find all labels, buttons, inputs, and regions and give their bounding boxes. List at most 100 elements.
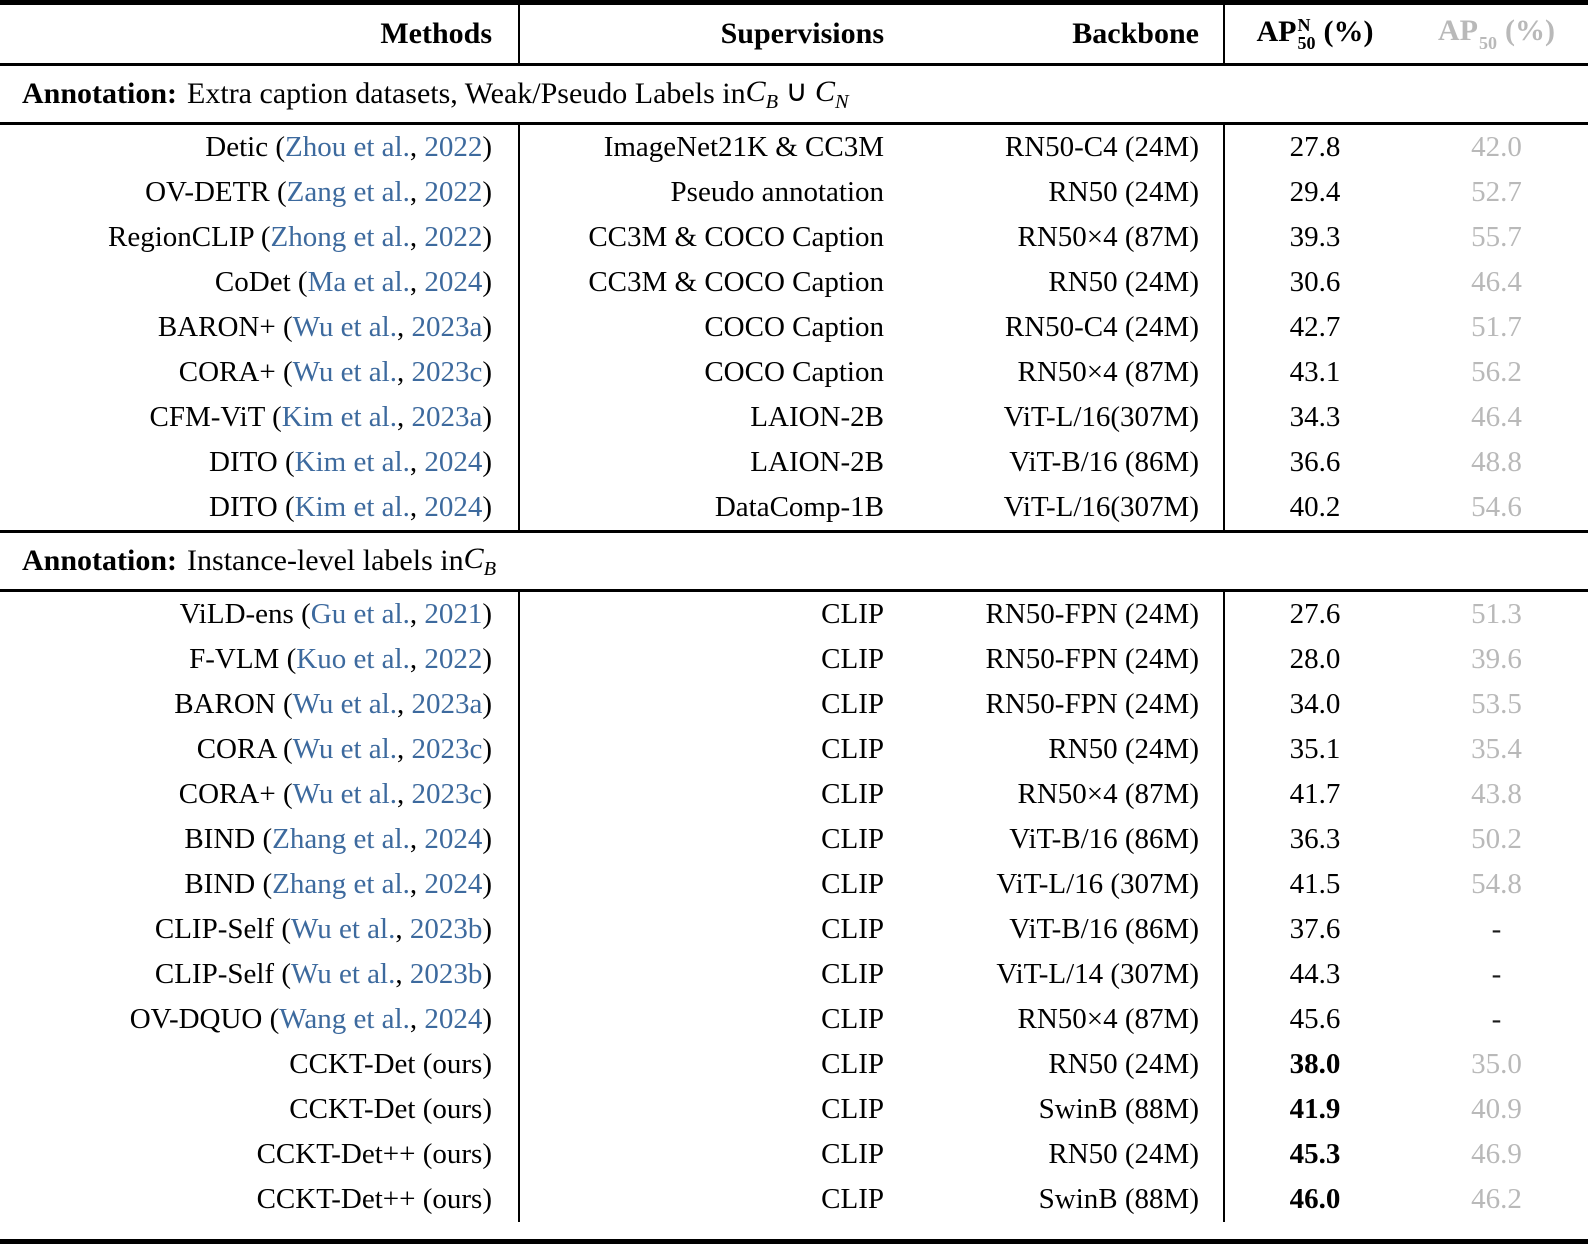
cite-author-link[interactable]: Kim et al. bbox=[281, 401, 397, 433]
method-text: CCKT-Det++ (ours) bbox=[257, 1183, 492, 1216]
cite-author-link[interactable]: Kim et al. bbox=[294, 446, 410, 478]
backbone-cell: ViT-L/16 (307M) bbox=[890, 862, 1225, 907]
cite-year-link[interactable]: 2024 bbox=[424, 266, 483, 298]
cite-author-link[interactable]: Ma et al. bbox=[307, 266, 410, 298]
method-cell: CoDet (Ma et al., 2024) bbox=[0, 260, 520, 305]
cite-author-link[interactable]: Zhong et al. bbox=[270, 221, 410, 253]
table-row: CCKT-Det++ (ours) CLIP SwinB (88M) 46.0 … bbox=[0, 1177, 1588, 1222]
method-cite: (Zhong et al., 2022) bbox=[253, 221, 492, 253]
cite-author-link[interactable]: Wu et al. bbox=[292, 356, 397, 388]
cite-year-link[interactable]: 2023c bbox=[411, 778, 483, 810]
backbone-cell: RN50-FPN (24M) bbox=[890, 682, 1225, 727]
backbone-cell: RN50 (24M) bbox=[890, 1042, 1225, 1087]
method-cell: OV-DETR (Zang et al., 2022) bbox=[0, 170, 520, 215]
cite-author-link[interactable]: Wu et al. bbox=[292, 311, 397, 343]
cite-year-link[interactable]: 2024 bbox=[424, 446, 483, 478]
cite-author-link[interactable]: Wu et al. bbox=[292, 688, 397, 720]
cite-year-link[interactable]: 2023c bbox=[411, 733, 483, 765]
header-methods-label: Methods bbox=[380, 17, 492, 50]
method-cell: CLIP-Self (Wu et al., 2023b) bbox=[0, 952, 520, 997]
supervision-cell: LAION-2B bbox=[750, 446, 884, 478]
method-name: CORA+ bbox=[178, 356, 276, 388]
cite-author-link[interactable]: Zhou et al. bbox=[285, 131, 410, 163]
ap-novel-cell: 35.1 bbox=[1289, 733, 1341, 765]
cite-year-link[interactable]: 2021 bbox=[424, 598, 483, 630]
ap-novel-cell: 45.3 bbox=[1289, 1138, 1341, 1170]
ap-base-cell: 46.4 bbox=[1471, 401, 1522, 433]
method-cell: BARON (Wu et al., 2023a) bbox=[0, 682, 520, 727]
backbone-cell: RN50-C4 (24M) bbox=[890, 305, 1225, 350]
cite-year-link[interactable]: 2023a bbox=[411, 311, 483, 343]
ap-novel-cell: 41.7 bbox=[1289, 778, 1341, 810]
table-header-row: Methods Supervisions Backbone AP N 50 (%) A… bbox=[0, 5, 1588, 63]
cite-author-link[interactable]: Wu et al. bbox=[291, 913, 396, 945]
header-backbone-label: Backbone bbox=[1072, 17, 1199, 50]
cite-year-link[interactable]: 2023a bbox=[411, 688, 483, 720]
backbone-cell: SwinB (88M) bbox=[890, 1177, 1225, 1222]
method-name: DITO bbox=[209, 446, 278, 478]
cite-author-link[interactable]: Zhang et al. bbox=[272, 823, 410, 855]
cite-author-link[interactable]: Gu et al. bbox=[310, 598, 410, 630]
method-text: ViLD-ens (Gu et al., 2021) bbox=[180, 598, 492, 631]
method-text: CLIP-Self (Wu et al., 2023b) bbox=[155, 913, 492, 946]
method-name: RegionCLIP bbox=[108, 221, 254, 253]
cite-year-link[interactable]: 2022 bbox=[424, 221, 483, 253]
backbone-cell: RN50×4 (87M) bbox=[890, 772, 1225, 817]
cite-year-link[interactable]: 2023a bbox=[411, 401, 483, 433]
cite-author-link[interactable]: Wu et al. bbox=[291, 958, 396, 990]
ap-base-sub: 50 bbox=[1479, 32, 1497, 53]
cite-year-link[interactable]: 2024 bbox=[424, 823, 483, 855]
ap-base-cell: 35.4 bbox=[1471, 733, 1522, 765]
cite-author-link[interactable]: Wang et al. bbox=[279, 1003, 410, 1035]
ap-novel-cell: 28.0 bbox=[1289, 643, 1341, 675]
method-cell: BIND (Zhang et al., 2024) bbox=[0, 862, 520, 907]
method-cell: Detic (Zhou et al., 2022) bbox=[0, 125, 520, 170]
backbone-cell: ViT-L/14 (307M) bbox=[890, 952, 1225, 997]
table-row: CORA+ (Wu et al., 2023c) COCO Caption RN… bbox=[0, 350, 1588, 395]
table-row: CORA+ (Wu et al., 2023c) CLIP RN50×4 (87… bbox=[0, 772, 1588, 817]
backbone-cell: RN50×4 (87M) bbox=[890, 350, 1225, 395]
table-row: DITO (Kim et al., 2024) DataComp-1B ViT-… bbox=[0, 485, 1588, 530]
cite-author-link[interactable]: Kuo et al. bbox=[296, 643, 410, 675]
section-heading-text: Instance-level labels in bbox=[187, 544, 464, 577]
method-name: ViLD-ens bbox=[179, 598, 294, 630]
cite-author-link[interactable]: Wu et al. bbox=[292, 778, 397, 810]
ap-base-cell: - bbox=[1491, 958, 1502, 990]
supervision-cell: CLIP bbox=[821, 823, 884, 855]
header-methods: Methods bbox=[0, 5, 520, 63]
supervision-cell: CLIP bbox=[821, 598, 884, 630]
cite-author-link[interactable]: Kim et al. bbox=[294, 491, 410, 523]
supervision-cell: CLIP bbox=[821, 1183, 884, 1215]
section-heading-band: Annotation: Instance-level labels in CB bbox=[0, 530, 1588, 592]
supervision-cell: CLIP bbox=[821, 1138, 884, 1170]
cite-year-link[interactable]: 2024 bbox=[424, 1003, 483, 1035]
cite-author-link[interactable]: Zang et al. bbox=[286, 176, 410, 208]
header-ap-base: AP50 (%) bbox=[1405, 5, 1588, 63]
cite-year-link[interactable]: 2023b bbox=[409, 913, 483, 945]
method-name: BIND bbox=[184, 868, 256, 900]
cite-year-link[interactable]: 2022 bbox=[424, 643, 483, 675]
cite-author-link[interactable]: Zhang et al. bbox=[272, 868, 410, 900]
ap-novel-sup: N bbox=[1297, 14, 1311, 35]
supervision-cell: CC3M & COCO Caption bbox=[588, 266, 884, 298]
method-name: CLIP-Self bbox=[154, 958, 275, 990]
cite-author-link[interactable]: Wu et al. bbox=[292, 733, 397, 765]
cite-year-link[interactable]: 2023c bbox=[411, 356, 483, 388]
cite-year-link[interactable]: 2022 bbox=[424, 131, 483, 163]
supervision-cell: CC3M & COCO Caption bbox=[588, 221, 884, 253]
backbone-cell: RN50-C4 (24M) bbox=[890, 125, 1225, 170]
cite-year-link[interactable]: 2022 bbox=[424, 176, 483, 208]
method-cite: (Zhang et al., 2024) bbox=[255, 868, 492, 900]
method-name: CCKT-Det++ (ours) bbox=[256, 1183, 492, 1215]
cite-year-link[interactable]: 2024 bbox=[424, 868, 483, 900]
header-ap-novel-label: AP N 50 (%) bbox=[1256, 14, 1374, 53]
method-cell: BIND (Zhang et al., 2024) bbox=[0, 817, 520, 862]
ap-base-cell: 56.2 bbox=[1471, 356, 1522, 388]
header-supervisions-label: Supervisions bbox=[720, 17, 884, 50]
backbone-cell: ViT-L/16(307M) bbox=[890, 395, 1225, 440]
ap-novel-cell: 39.3 bbox=[1289, 221, 1341, 253]
ap-novel-cell: 34.0 bbox=[1289, 688, 1341, 720]
cite-year-link[interactable]: 2023b bbox=[409, 958, 483, 990]
cite-year-link[interactable]: 2024 bbox=[424, 491, 483, 523]
header-supervisions: Supervisions bbox=[520, 5, 890, 63]
